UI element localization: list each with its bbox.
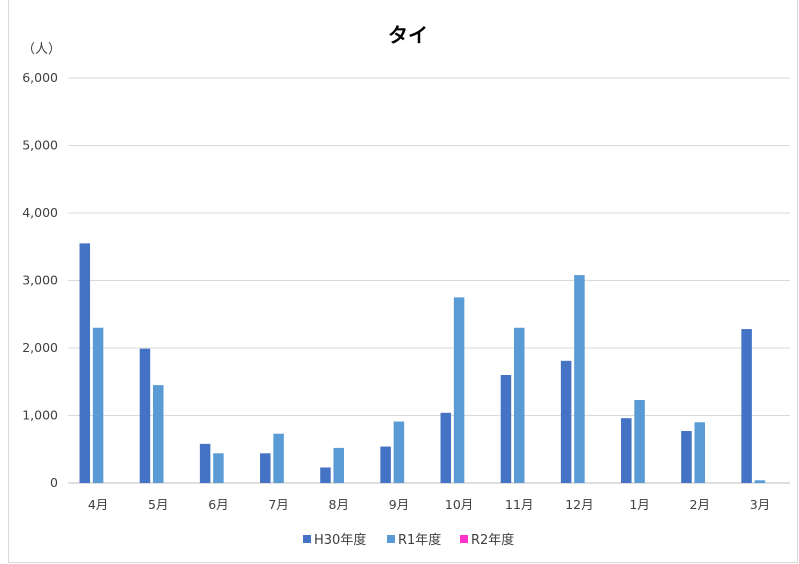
x-tick-label: 2月: [690, 497, 710, 512]
x-tick-labels: 4月 5月 6月 7月 8月 9月 10月 11月 12月 1月 2月 3月: [88, 497, 770, 512]
bar: [514, 327, 525, 483]
y-tick-label: 6,000: [22, 70, 58, 85]
x-tick-label: 3月: [750, 497, 770, 512]
chart-title: タイ: [388, 23, 428, 47]
bar: [574, 275, 585, 483]
bar: [260, 453, 271, 483]
bar: [741, 329, 752, 483]
bar: [380, 446, 391, 483]
bar: [139, 348, 151, 483]
bar: [273, 433, 284, 483]
legend-label: R1年度: [398, 532, 441, 548]
y-tick-label: 5,000: [22, 138, 58, 153]
bar: [621, 418, 632, 483]
x-tick-label: 6月: [208, 497, 228, 512]
x-tick-label: 4月: [88, 497, 108, 512]
bar: [333, 447, 344, 483]
bar: [440, 412, 452, 483]
chart-frame: [8, 0, 798, 563]
bar: [681, 431, 692, 483]
y-tick-labels: 0 1,000 2,000 3,000 4,000 5,000 6,000: [22, 70, 58, 490]
bar: [92, 327, 104, 483]
bar: [560, 360, 572, 483]
gridlines: [68, 77, 790, 484]
bar: [153, 385, 164, 483]
x-tick-label: 10月: [445, 497, 473, 512]
legend-swatch: [303, 535, 311, 543]
y-tick-label: 3,000: [22, 273, 58, 288]
bar: [393, 421, 405, 483]
x-tick-label: 9月: [389, 497, 409, 512]
x-tick-label: 12月: [565, 497, 593, 512]
x-tick-label: 5月: [148, 497, 168, 512]
y-tick-label: 2,000: [22, 340, 58, 355]
legend-swatch: [460, 535, 468, 543]
x-tick-label: 11月: [505, 497, 533, 512]
x-tick-label: 8月: [329, 497, 349, 512]
x-tick-label: 1月: [629, 497, 649, 512]
legend-label: H30年度: [314, 532, 366, 548]
bar: [694, 422, 705, 483]
bar: [199, 443, 211, 483]
y-tick-label: 0: [50, 475, 58, 490]
legend: H30年度 R1年度 R2年度: [303, 532, 514, 548]
y-unit-label: （人）: [22, 42, 61, 57]
legend-label: R2年度: [471, 532, 514, 548]
y-tick-label: 4,000: [22, 205, 58, 220]
bars: [79, 243, 766, 483]
x-tick-label: 7月: [268, 497, 288, 512]
bar: [754, 480, 766, 483]
y-tick-label: 1,000: [22, 408, 58, 423]
bar: [320, 467, 331, 483]
bar: [453, 297, 465, 483]
bar: [500, 375, 512, 483]
bar: [79, 243, 91, 483]
bar: [634, 399, 645, 483]
legend-swatch: [387, 535, 395, 543]
bar: [213, 453, 224, 483]
